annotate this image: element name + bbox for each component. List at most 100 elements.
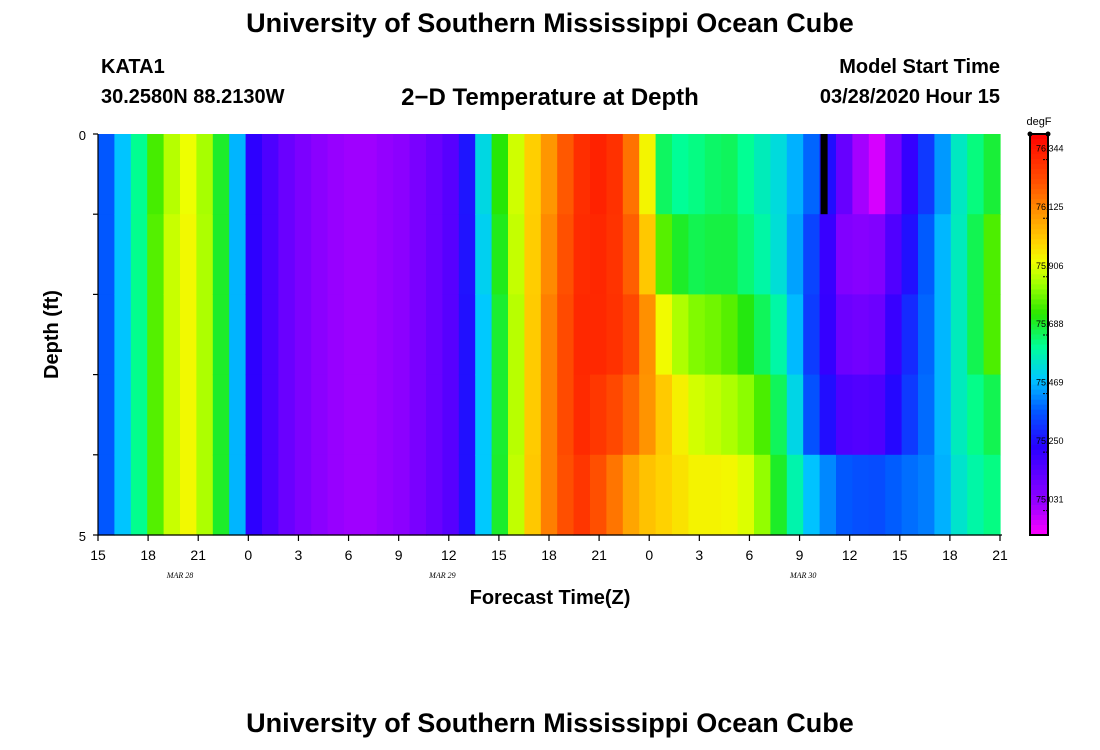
- heatmap-cell: [327, 214, 345, 295]
- heatmap-cell: [458, 294, 476, 376]
- model-start-marker: [820, 134, 828, 215]
- heatmap-cell: [196, 134, 214, 215]
- heatmap-cell: [688, 294, 706, 376]
- colorbar-segment: [1030, 279, 1048, 285]
- heatmap-cell: [786, 294, 804, 376]
- heatmap-cell: [754, 294, 771, 376]
- heatmap-cell: [147, 454, 165, 536]
- colorbar-segment: [1030, 374, 1048, 381]
- heatmap-cell: [688, 374, 706, 456]
- colorbar-segment: [1030, 139, 1048, 145]
- heatmap-cell: [885, 374, 903, 456]
- heatmap-cell: [311, 214, 329, 295]
- heatmap-cell: [540, 454, 558, 536]
- heatmap-cell: [622, 134, 640, 215]
- heatmap-cell: [540, 134, 558, 215]
- colorbar-segment: [1030, 364, 1048, 371]
- heatmap-cell: [836, 294, 853, 376]
- colorbar-tick-label: 75.031: [1036, 495, 1064, 505]
- colorbar-segment: [1030, 384, 1048, 391]
- colorbar-segment: [1030, 219, 1048, 225]
- heatmap-cell: [491, 134, 509, 215]
- heatmap-cell: [508, 374, 525, 456]
- heatmap-cell: [967, 214, 985, 295]
- colorbar-frame: [1029, 133, 1049, 536]
- heatmap-cell: [294, 134, 312, 215]
- x-tick-label: 15: [491, 547, 507, 563]
- heatmap-cell: [491, 454, 509, 536]
- heatmap-cell: [442, 374, 460, 456]
- colorbar-tick-label: 75.906: [1036, 261, 1064, 271]
- heatmap-cell: [491, 214, 509, 295]
- heatmap-cell: [983, 214, 1001, 295]
- heatmap-cell: [212, 374, 230, 456]
- heatmap-cell: [393, 454, 411, 536]
- heatmap-cell: [196, 454, 214, 536]
- colorbar-segment: [1030, 304, 1048, 311]
- heatmap-cell: [901, 454, 919, 536]
- heatmap-cell: [868, 294, 886, 376]
- heatmap-cell: [426, 294, 443, 376]
- heatmap-cell: [114, 134, 132, 215]
- heatmap-cell: [885, 134, 903, 215]
- heatmap-cell: [311, 374, 329, 456]
- heatmap-cell: [540, 374, 558, 456]
- x-tick-label: 15: [892, 547, 908, 563]
- heatmap-cell: [934, 454, 952, 536]
- heatmap-cell: [344, 454, 361, 536]
- heatmap-cell: [508, 134, 525, 215]
- colorbar-segment: [1030, 189, 1048, 195]
- heatmap-cell: [836, 374, 853, 456]
- heatmap-cell: [983, 374, 1001, 456]
- heatmap-cell: [147, 294, 165, 376]
- heatmap-cell: [901, 214, 919, 295]
- heatmap-cell: [212, 134, 230, 215]
- colorbar-segment: [1030, 379, 1048, 386]
- heatmap-cell: [475, 214, 493, 295]
- heatmap-cell: [901, 134, 919, 215]
- heatmap-cell: [130, 454, 148, 536]
- heatmap-cell: [885, 214, 903, 295]
- heatmap-cell: [245, 374, 263, 456]
- x-tick-label: 12: [441, 547, 457, 563]
- colorbar-segment: [1030, 214, 1048, 220]
- colorbar-segment: [1030, 504, 1048, 511]
- colorbar-tick-label: 76.344: [1036, 144, 1064, 154]
- heatmap-cell: [163, 214, 181, 295]
- colorbar-segment: [1030, 174, 1048, 180]
- heatmap-cell: [180, 374, 197, 456]
- heatmap-cell: [475, 294, 493, 376]
- heatmap-cell: [918, 214, 935, 295]
- heatmap-cell: [622, 214, 640, 295]
- heatmap-cell: [245, 134, 263, 215]
- colorbar-tick-label: 75.250: [1036, 436, 1064, 446]
- heatmap-cell: [262, 134, 279, 215]
- heatmap-cell: [508, 454, 525, 536]
- colorbar-tick-label: 75.688: [1036, 319, 1064, 329]
- heatmap-cell: [180, 454, 197, 536]
- heatmap-cell: [721, 214, 739, 295]
- x-tick-label: 0: [244, 547, 252, 563]
- heatmap-cell: [409, 374, 427, 456]
- heatmap-cell: [147, 374, 165, 456]
- colorbar-segment: [1030, 389, 1048, 396]
- heatmap-cell: [803, 374, 821, 456]
- colorbar-corner-dot: [1045, 131, 1051, 137]
- colorbar-segment: [1030, 529, 1048, 536]
- colorbar-segment: [1030, 264, 1048, 270]
- heatmap-cell: [573, 374, 591, 456]
- heatmap-cell: [786, 134, 804, 215]
- heatmap-cell: [245, 214, 263, 295]
- heatmap-cell: [639, 214, 657, 295]
- heatmap-cell: [590, 294, 607, 376]
- colorbar-segment: [1030, 234, 1048, 240]
- heatmap-cell: [770, 294, 788, 376]
- x-axis-label: Forecast Time(Z): [470, 587, 631, 609]
- heatmap-cell: [901, 294, 919, 376]
- heatmap-cell: [360, 214, 378, 295]
- heatmap-cell: [950, 454, 968, 536]
- colorbar-segment: [1030, 144, 1048, 150]
- colorbar-segment: [1030, 339, 1048, 346]
- heatmap-cell: [294, 214, 312, 295]
- colorbar-unit-label: degF: [1026, 116, 1051, 128]
